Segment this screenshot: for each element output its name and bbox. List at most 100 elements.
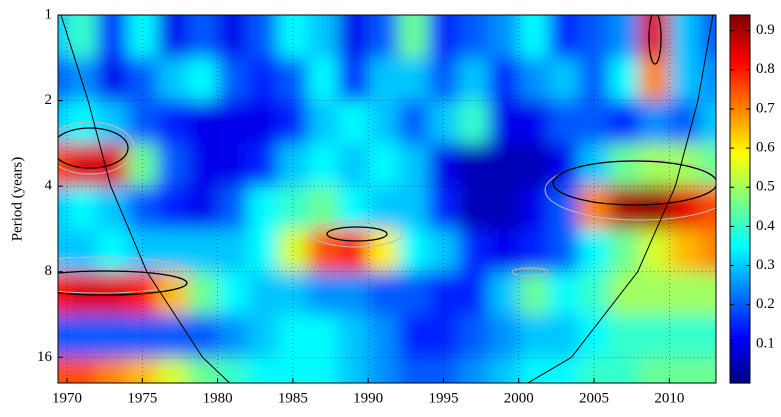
heatmap-cell <box>217 143 249 187</box>
colorbar-swatch <box>730 119 750 124</box>
heatmap-cell <box>699 357 716 383</box>
heatmap-cell <box>368 100 399 144</box>
colorbar-swatch <box>730 255 750 260</box>
heatmap-cell <box>488 57 520 102</box>
heatmap-cell <box>669 314 700 358</box>
colorbar-swatch <box>730 319 750 324</box>
colorbar-swatch <box>730 263 750 268</box>
heatmap-cell <box>518 271 550 315</box>
x-tick-label: 2000 <box>504 390 534 406</box>
heatmap-cell <box>578 271 610 315</box>
heatmap-cell <box>458 15 490 59</box>
contour <box>544 159 716 221</box>
colorbar-swatch <box>730 323 750 328</box>
heatmap-cell <box>187 357 219 383</box>
heatmap-cell <box>669 186 700 230</box>
heatmap-cell <box>67 186 98 230</box>
heatmap-cell <box>277 229 309 273</box>
colorbar-tick-label: 0.4 <box>756 218 775 234</box>
colorbar-swatch <box>730 299 750 304</box>
heatmap-cell <box>217 271 249 315</box>
colorbar-frame <box>729 14 751 384</box>
heatmap-cell <box>428 229 460 273</box>
heatmap-cell <box>127 15 158 59</box>
heatmap-cell <box>277 15 309 59</box>
heatmap-cell <box>458 100 490 144</box>
heatmap-cell <box>187 314 219 358</box>
colorbar-swatch <box>730 203 750 208</box>
heatmap-cell <box>187 143 219 187</box>
colorbar-swatch <box>730 303 750 308</box>
colorbar-swatch <box>730 207 750 212</box>
colorbar-swatch <box>730 243 750 248</box>
heatmap-cell <box>428 314 460 358</box>
colorbar-swatch <box>730 175 750 180</box>
y-tick-label: 2 <box>45 92 53 108</box>
colorbar-swatch <box>730 87 750 92</box>
heatmap-cell <box>217 186 249 230</box>
heatmap-cell <box>217 229 249 273</box>
heatmap-cell <box>338 271 369 315</box>
heatmap-cell <box>187 100 219 144</box>
heatmap-cell <box>67 229 98 273</box>
heatmap-cell <box>277 314 309 358</box>
colorbar-swatch <box>730 375 750 380</box>
heatmap-cell <box>609 57 640 102</box>
x-tick-label: 2005 <box>579 390 609 406</box>
colorbar-swatch <box>730 351 750 356</box>
heatmap-cell <box>578 314 610 358</box>
colorbar-swatch <box>730 171 750 176</box>
heatmap-cell <box>428 271 460 315</box>
x-tick-label: 1970 <box>52 390 82 406</box>
heatmap-cell <box>398 314 429 358</box>
colorbar-swatch <box>730 259 750 264</box>
colorbar-swatch <box>730 363 750 368</box>
colorbar-swatch <box>730 67 750 72</box>
heatmap-cell <box>488 229 520 273</box>
heatmap-cell <box>488 15 520 59</box>
heatmap-cell <box>639 15 670 59</box>
heatmap-cell <box>518 100 550 144</box>
colorbar-swatch <box>730 151 750 156</box>
colorbar-swatch <box>730 223 750 228</box>
heatmap-cell <box>488 186 520 230</box>
heatmap-cell <box>609 143 640 187</box>
colorbar-swatch <box>730 155 750 160</box>
colorbar-swatch <box>730 315 750 320</box>
heatmap-cell <box>97 229 128 273</box>
colorbar-swatch <box>730 39 750 44</box>
colorbar-swatch <box>730 43 750 48</box>
heatmap-cell <box>307 186 339 230</box>
heatmap-cell <box>458 186 490 230</box>
heatmap-cell <box>97 314 128 358</box>
y-axis-label: Period (years) <box>9 157 25 242</box>
heatmap-cell <box>217 15 249 59</box>
heatmap-cell <box>97 15 128 59</box>
heatmap-cell <box>488 357 520 383</box>
heatmap-cell <box>157 271 188 315</box>
contour <box>58 121 135 175</box>
x-tick-label: 1975 <box>127 390 157 406</box>
heatmap-cell <box>669 15 700 59</box>
colorbar-swatch <box>730 139 750 144</box>
colorbar-swatch <box>730 111 750 116</box>
contour <box>511 267 549 277</box>
heatmap-cell <box>548 271 580 315</box>
heatmap-cell <box>669 57 700 102</box>
contour <box>58 127 129 169</box>
colorbar-swatch <box>730 31 750 36</box>
contour <box>58 256 196 294</box>
heatmap-cell <box>398 143 429 187</box>
heatmap-cell <box>699 229 716 273</box>
colorbar-swatch <box>730 347 750 352</box>
heatmap-cell <box>458 271 490 315</box>
heatmap-cell <box>307 57 339 102</box>
heatmap-cell <box>277 357 309 383</box>
colorbar-swatch <box>730 63 750 68</box>
heatmap-cell <box>669 271 700 315</box>
heatmap-cell <box>428 357 460 383</box>
heatmap-cell <box>338 229 369 273</box>
heatmap-cell <box>368 15 399 59</box>
heatmap-cell <box>458 357 490 383</box>
colorbar-swatch <box>730 23 750 28</box>
